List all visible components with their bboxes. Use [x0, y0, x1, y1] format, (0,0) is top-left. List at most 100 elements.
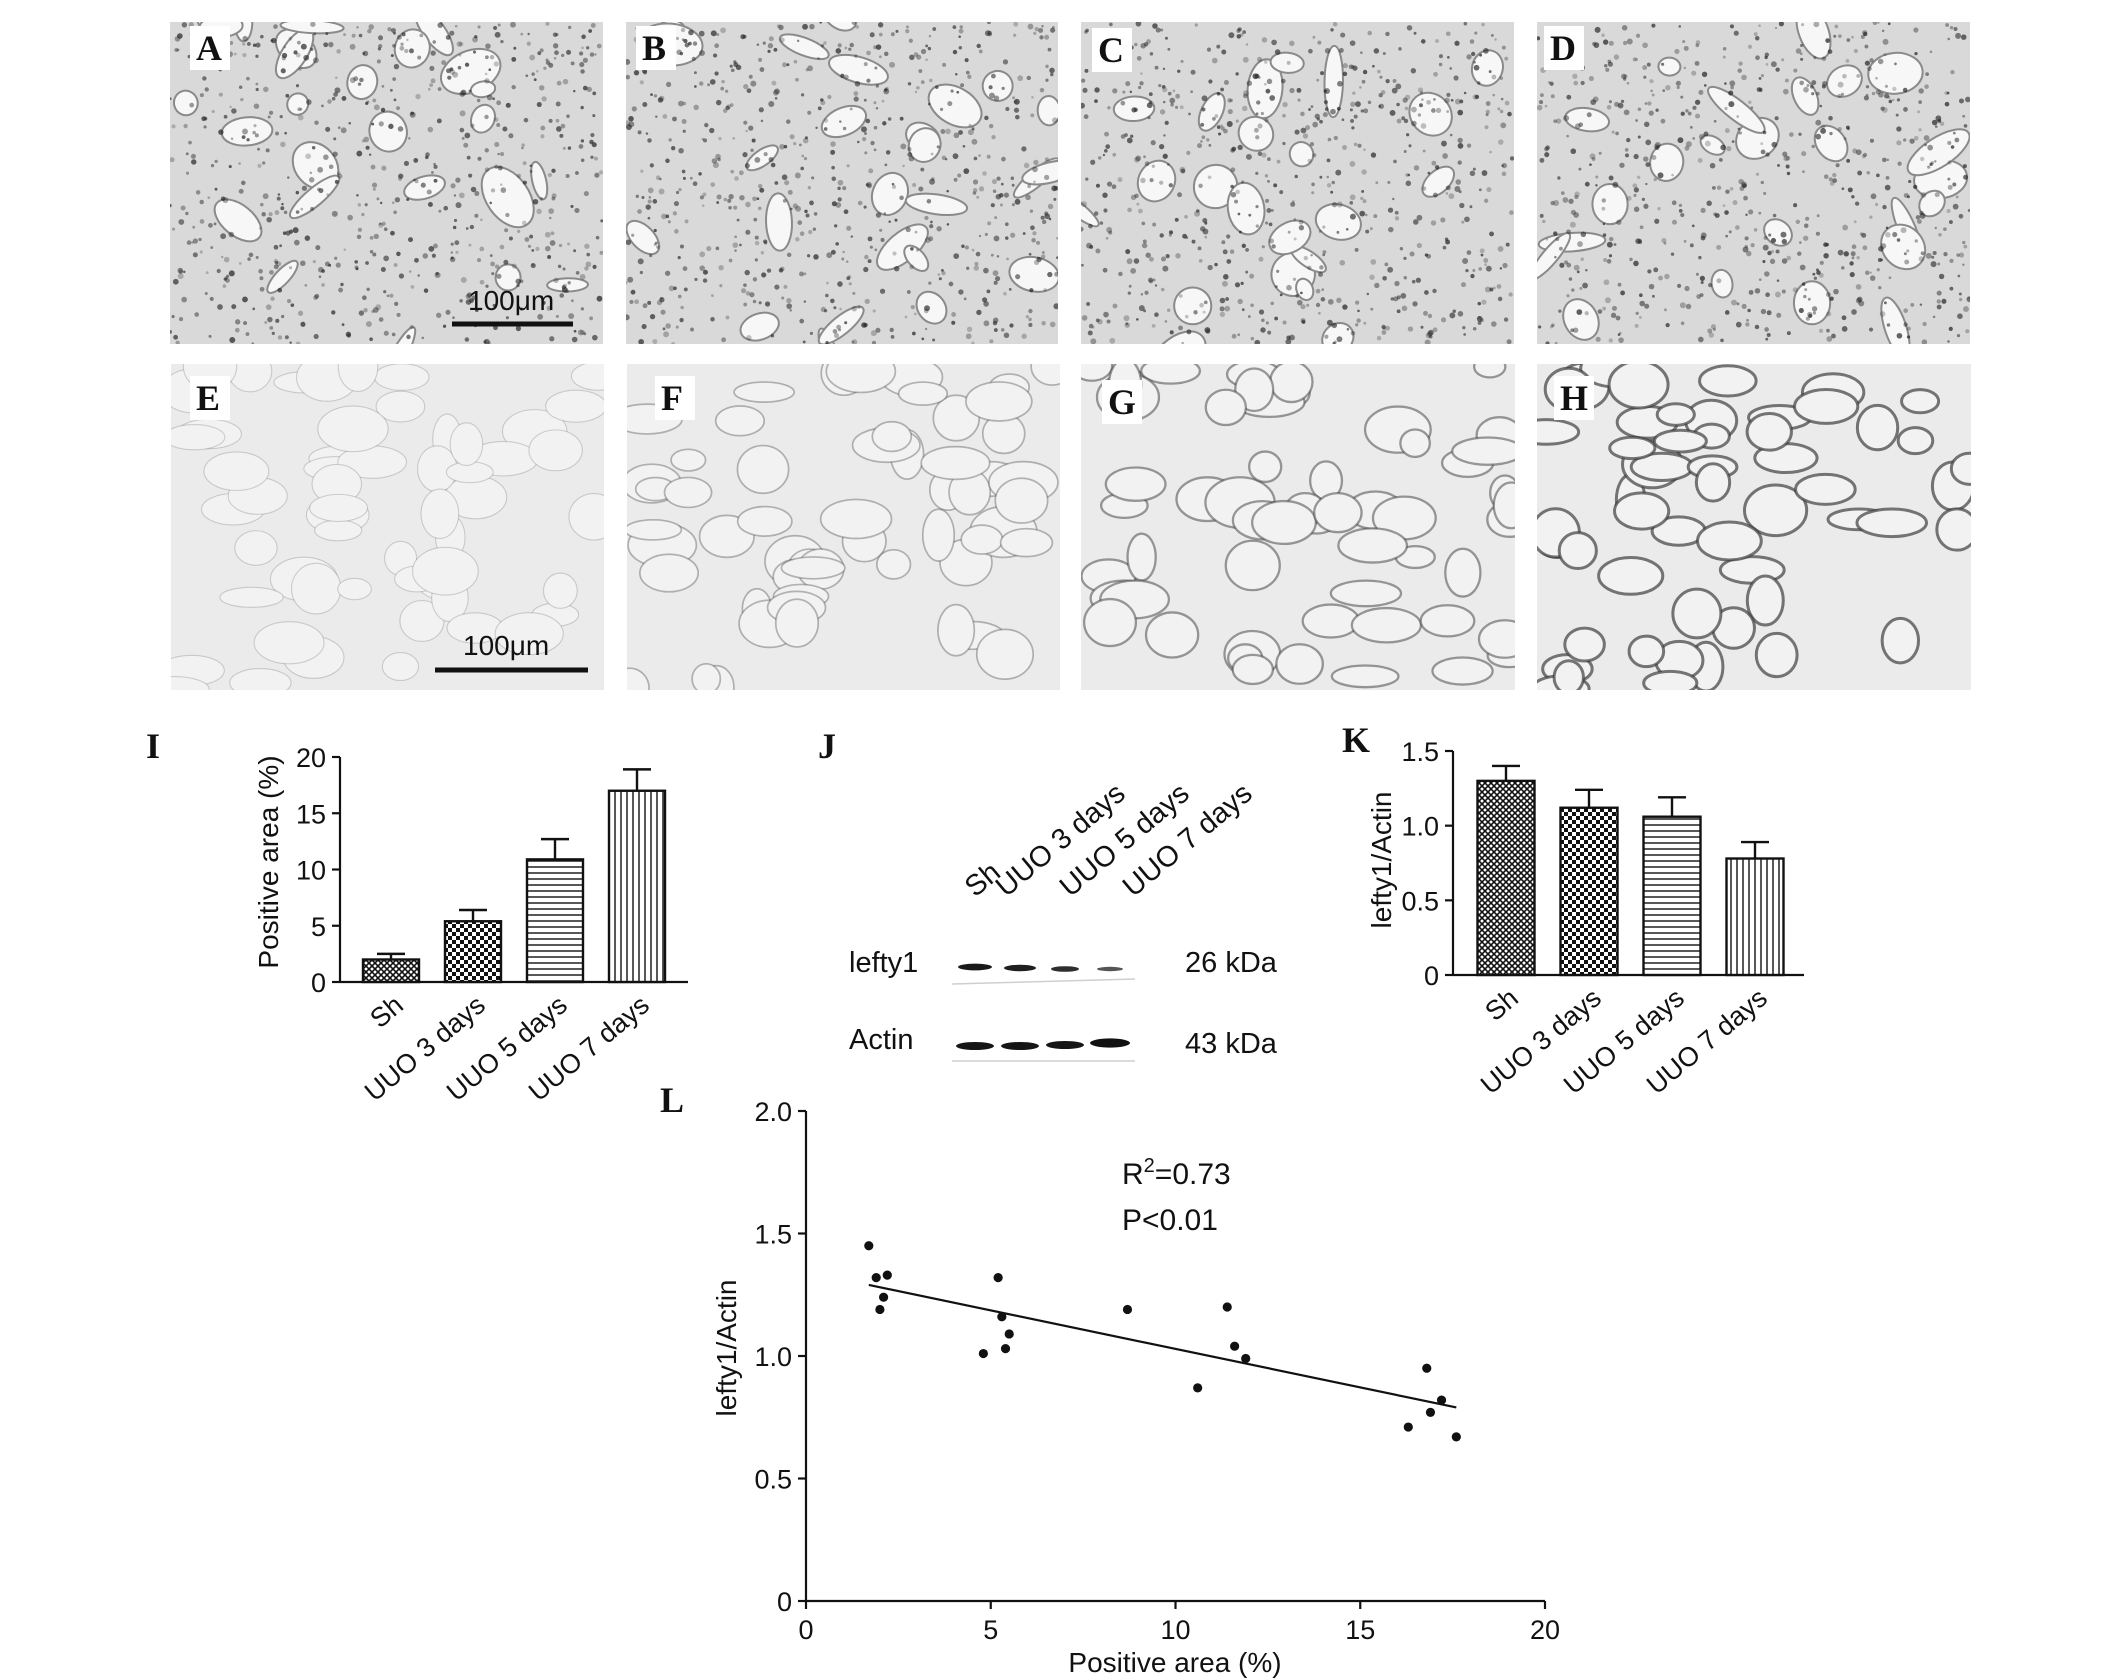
bar-3 — [525, 858, 585, 984]
scatter-point — [1422, 1363, 1432, 1373]
bar-2 — [443, 920, 503, 984]
y-tick-label: 5 — [311, 912, 326, 942]
chart-l-ylabel: lefty1/Actin — [711, 1280, 742, 1417]
scatter-point — [1241, 1353, 1251, 1364]
micrograph-he-d — [1537, 22, 1970, 344]
chart-i-ylabel: Positive area (%) — [253, 755, 284, 968]
ihc-stain-micrographs — [171, 364, 1971, 690]
scatter-point — [864, 1241, 874, 1251]
blot-band — [956, 1042, 994, 1050]
scatter-point — [993, 1273, 1003, 1283]
y-tick-label: 0.5 — [754, 1465, 792, 1495]
y-tick-label: 0 — [777, 1587, 792, 1617]
micrograph-ihc-f — [627, 364, 1060, 690]
bar-1 — [361, 958, 421, 984]
y-tick-label: 20 — [296, 743, 326, 773]
regression-line — [868, 1283, 1457, 1409]
blot-band — [1046, 1041, 1084, 1049]
x-tick-label: 5 — [983, 1615, 998, 1645]
panel-letter-c: C — [1098, 30, 1124, 70]
scatter-point — [875, 1304, 885, 1315]
y-tick-label: 1.0 — [1401, 812, 1439, 842]
scatter-point — [871, 1273, 881, 1283]
category-label: Sh — [1479, 983, 1524, 1027]
he-stain-micrographs — [170, 22, 1970, 344]
blot-size-actin: 43 kDa — [1185, 1028, 1278, 1060]
scatter-point — [1436, 1395, 1447, 1405]
scatter-point — [1193, 1383, 1203, 1393]
scatter-point — [997, 1312, 1007, 1322]
panel-letter-b: B — [642, 28, 666, 68]
blot-band — [1001, 1042, 1039, 1050]
scatter-point — [978, 1348, 988, 1359]
bar-1 — [1476, 779, 1536, 977]
panel-letters: A B C D E F G H I J K L — [146, 26, 1594, 1120]
blot-band — [1090, 1038, 1130, 1048]
panel-letter-h: H — [1560, 378, 1588, 418]
scatter-point — [882, 1270, 892, 1280]
scatter-point — [1004, 1329, 1014, 1339]
chart-l-p-annotation: P<0.01 — [1122, 1204, 1218, 1237]
panel-letter-k: K — [1342, 720, 1370, 760]
blot-band — [1004, 964, 1036, 972]
micrograph-he-c — [1081, 22, 1514, 344]
x-tick-label: 20 — [1530, 1615, 1560, 1645]
y-tick-label: 0 — [1424, 961, 1439, 991]
y-tick-label: 0.5 — [1401, 886, 1439, 916]
blot-bands-actin — [952, 1038, 1135, 1062]
panel-letter-j: J — [818, 726, 836, 766]
scatter-point — [1230, 1341, 1240, 1351]
blot-size-lefty1: 26 kDa — [1185, 947, 1278, 979]
r2-value: =0.73 — [1155, 1158, 1231, 1191]
scatter-point — [1000, 1344, 1011, 1354]
bar-4 — [607, 789, 667, 984]
micrograph-ihc-g — [1081, 364, 1515, 690]
scatter-point — [1425, 1407, 1436, 1417]
scale-bar-ihc-label: 100μm — [463, 630, 549, 661]
r2-superscript: 2 — [1144, 1155, 1155, 1177]
y-tick-label: 1.0 — [754, 1342, 792, 1372]
scale-bar-he-label: 100μm — [468, 285, 554, 316]
panel-letter-f: F — [661, 378, 683, 418]
chart-correlation-scatter: lefty1/Actin Positive area (%) R2=0.73 P… — [711, 1097, 1560, 1678]
micrograph-he-a — [170, 22, 603, 344]
y-tick-label: 15 — [296, 799, 326, 829]
blot-row-label-lefty1: lefty1 — [849, 947, 918, 979]
bar-3 — [1642, 815, 1702, 977]
r2-prefix: R — [1122, 1158, 1144, 1191]
scatter-point — [878, 1292, 889, 1302]
y-tick-label: 0 — [311, 968, 326, 998]
y-tick-label: 1.5 — [754, 1220, 792, 1250]
blot-band — [1097, 966, 1123, 972]
x-tick-label: 15 — [1345, 1615, 1375, 1645]
scatter-point — [1451, 1432, 1461, 1442]
chart-l-xlabel: Positive area (%) — [1068, 1647, 1281, 1678]
blot-band — [1051, 966, 1079, 972]
scale-bar-ihc: 100μm — [435, 630, 588, 673]
panel-letter-a: A — [196, 28, 222, 68]
scatter-point — [1222, 1302, 1232, 1312]
micrograph-ihc-h — [1537, 364, 1971, 690]
y-tick-label: 10 — [296, 856, 326, 886]
y-tick-label: 1.5 — [1401, 737, 1439, 767]
panel-letter-d: D — [1550, 28, 1576, 68]
blot-row-label-actin: Actin — [849, 1024, 913, 1056]
scale-bar-he: 100μm — [452, 285, 573, 327]
panel-letter-e: E — [196, 378, 220, 418]
chart-k-ylabel: lefty1/Actin — [1366, 792, 1397, 929]
scatter-point — [1403, 1422, 1413, 1432]
x-tick-label: 10 — [1160, 1615, 1190, 1645]
micrograph-he-b — [626, 22, 1058, 344]
western-blot: Sh UUO 3 days UUO 5 days UUO 7 days left… — [849, 777, 1278, 1062]
x-tick-label: 0 — [798, 1615, 813, 1645]
panel-letter-l: L — [660, 1080, 684, 1120]
micrograph-ihc-e — [171, 364, 604, 690]
panel-letter-g: G — [1108, 382, 1136, 422]
y-tick-label: 2.0 — [754, 1097, 792, 1127]
chart-l-r2-annotation: R2=0.73 — [1122, 1155, 1231, 1191]
bar-4 — [1725, 857, 1785, 977]
panel-letter-i: I — [146, 726, 160, 766]
